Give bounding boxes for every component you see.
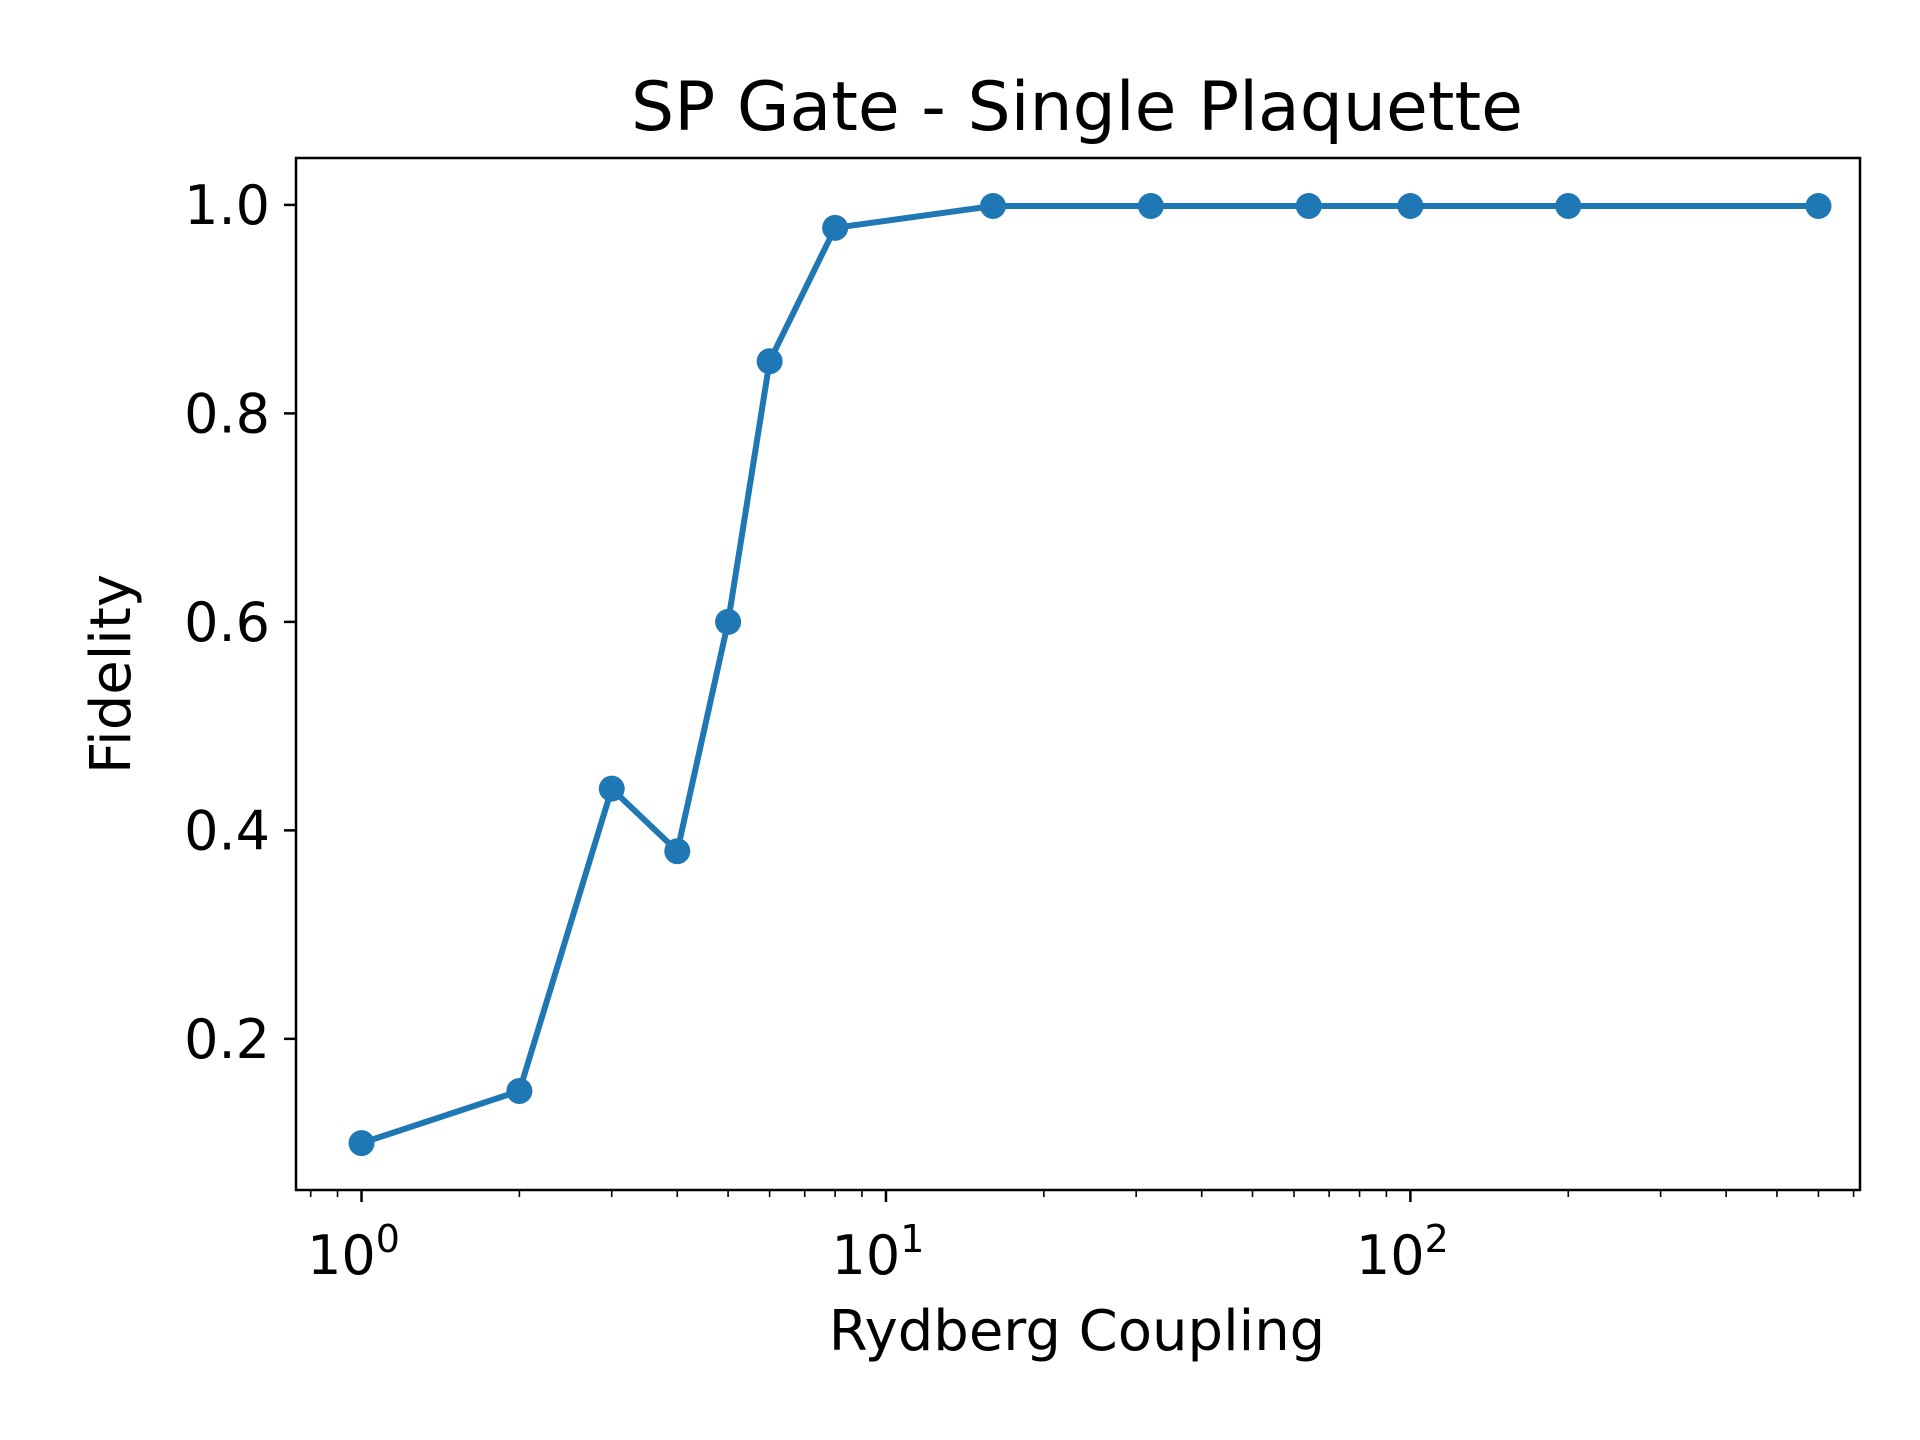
x-tick-base: 10 xyxy=(832,1224,901,1287)
data-point xyxy=(598,775,625,802)
y-tick-label: 0.2 xyxy=(184,1008,270,1071)
data-point xyxy=(822,214,849,241)
y-axis: 0.2 0.4 0.6 0.8 1.0 xyxy=(184,174,296,1071)
data-point xyxy=(506,1077,533,1104)
data-point xyxy=(1397,192,1424,219)
data-point xyxy=(1555,192,1582,219)
data-point xyxy=(980,192,1007,219)
plot-frame xyxy=(294,156,1862,1192)
x-axis: 100 101 102 xyxy=(307,1190,1855,1287)
x-tick-base: 10 xyxy=(1356,1224,1425,1287)
series-line xyxy=(360,203,1819,1146)
y-tick-label: 1.0 xyxy=(184,174,270,237)
data-point xyxy=(1295,192,1322,219)
y-tick-label: 0.8 xyxy=(184,382,270,445)
x-tick-label: 102 xyxy=(1356,1217,1449,1287)
x-tick-label: 101 xyxy=(832,1217,925,1287)
x-tick-exponent: 0 xyxy=(376,1217,400,1261)
chart-title: SP Gate - Single Plaquette xyxy=(631,68,1523,147)
x-tick-label: 100 xyxy=(307,1217,400,1287)
data-point xyxy=(715,608,742,635)
data-point xyxy=(348,1130,375,1157)
y-axis-label: Fidelity xyxy=(79,574,144,774)
data-point xyxy=(1137,192,1164,219)
x-tick-base: 10 xyxy=(307,1224,376,1287)
data-point xyxy=(1805,192,1832,219)
x-tick-exponent: 1 xyxy=(900,1217,924,1261)
x-axis-label: Rydberg Coupling xyxy=(829,1299,1325,1364)
data-point xyxy=(664,838,691,865)
data-point xyxy=(756,348,783,375)
y-tick-label: 0.6 xyxy=(184,591,270,654)
x-tick-exponent: 2 xyxy=(1425,1217,1449,1261)
data-series xyxy=(348,192,1832,1157)
y-tick-label: 0.4 xyxy=(184,799,270,862)
